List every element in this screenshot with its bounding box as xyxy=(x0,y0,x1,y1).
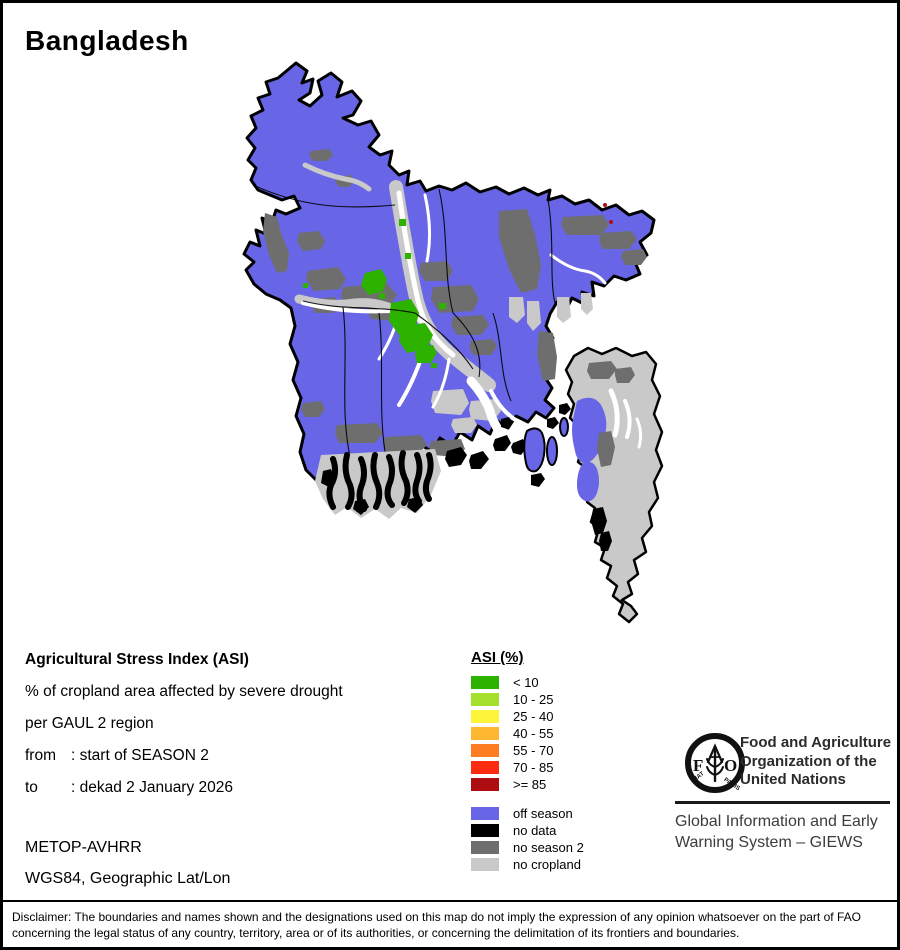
bangladesh-asi-map xyxy=(242,61,664,624)
map-container xyxy=(3,3,897,947)
map-description: Agricultural Stress Index (ASI) % of cro… xyxy=(25,651,343,811)
legend-swatch-off-season xyxy=(471,807,499,820)
from-label: from xyxy=(25,747,56,764)
legend-row: 70 - 85 xyxy=(471,759,584,776)
asi-subtitle-1: % of cropland area affected by severe dr… xyxy=(25,683,343,700)
giews-name: Global Information and Early Warning Sys… xyxy=(675,813,878,851)
legend-row: no data xyxy=(471,822,584,839)
legend-title: ASI (%) xyxy=(471,649,524,666)
legend-swatch-asi-70-85 xyxy=(471,761,499,774)
legend-swatch-asi-10-25 xyxy=(471,693,499,706)
legend-row: off season xyxy=(471,805,584,822)
sensor-label: METOP-AVHRR xyxy=(25,839,142,856)
legend-swatch-asi-25-40 xyxy=(471,710,499,723)
legend-swatch-asi-ge85 xyxy=(471,778,499,791)
peninsula-overlays xyxy=(572,361,643,551)
legend-row: 40 - 55 xyxy=(471,725,584,742)
disclaimer-text: Disclaimer: The boundaries and names sho… xyxy=(3,900,897,947)
map-metadata: METOP-AVHRR WGS84, Geographic Lat/Lon xyxy=(25,839,230,901)
sundarbans-no-data xyxy=(315,449,441,519)
svg-text:F: F xyxy=(693,756,703,775)
asi-subtitle-2: per GAUL 2 region xyxy=(25,715,154,732)
projection-label: WGS84, Geographic Lat/Lon xyxy=(25,870,231,887)
delta-islands xyxy=(523,417,569,473)
legend-row: < 10 xyxy=(471,674,584,691)
legend-swatch-asi-55-70 xyxy=(471,744,499,757)
svg-text:O: O xyxy=(724,756,737,775)
asi-high-red-dots xyxy=(603,203,613,224)
coastal-islands-no-data xyxy=(445,403,571,487)
legend-row: no season 2 xyxy=(471,839,584,856)
legend-swatch-no-cropland xyxy=(471,858,499,871)
to-label: to xyxy=(25,779,38,796)
asi-heading: Agricultural Stress Index (ASI) xyxy=(25,651,249,668)
legend-swatch-asi-lt10 xyxy=(471,676,499,689)
period-from: from : start of SEASON 2 xyxy=(25,747,343,765)
legend-swatch-no-data xyxy=(471,824,499,837)
from-value: : start of SEASON 2 xyxy=(71,747,209,764)
legend-row: >= 85 xyxy=(471,776,584,793)
map-legend: ASI (%) < 10 10 - 25 25 - 40 40 - 55 55 … xyxy=(471,649,584,873)
legend-row: no cropland xyxy=(471,856,584,873)
fao-org-name: Food and Agriculture Organization of the… xyxy=(740,734,892,788)
legend-swatch-asi-40-55 xyxy=(471,727,499,740)
period-to: to : dekad 2 January 2026 xyxy=(25,779,343,797)
org-separator-line xyxy=(675,801,890,804)
asi-low-green-patches xyxy=(303,219,446,368)
admin-boundaries xyxy=(252,184,556,464)
legend-swatch-no-season2 xyxy=(471,841,499,854)
legend-row: 10 - 25 xyxy=(471,691,584,708)
page-title: Bangladesh xyxy=(25,25,189,56)
legend-row: 55 - 70 xyxy=(471,742,584,759)
legend-row: 25 - 40 xyxy=(471,708,584,725)
fao-logo-icon: F O FIAT PANIS xyxy=(685,733,745,793)
legend-gap xyxy=(471,793,584,805)
to-value: : dekad 2 January 2026 xyxy=(71,779,234,796)
